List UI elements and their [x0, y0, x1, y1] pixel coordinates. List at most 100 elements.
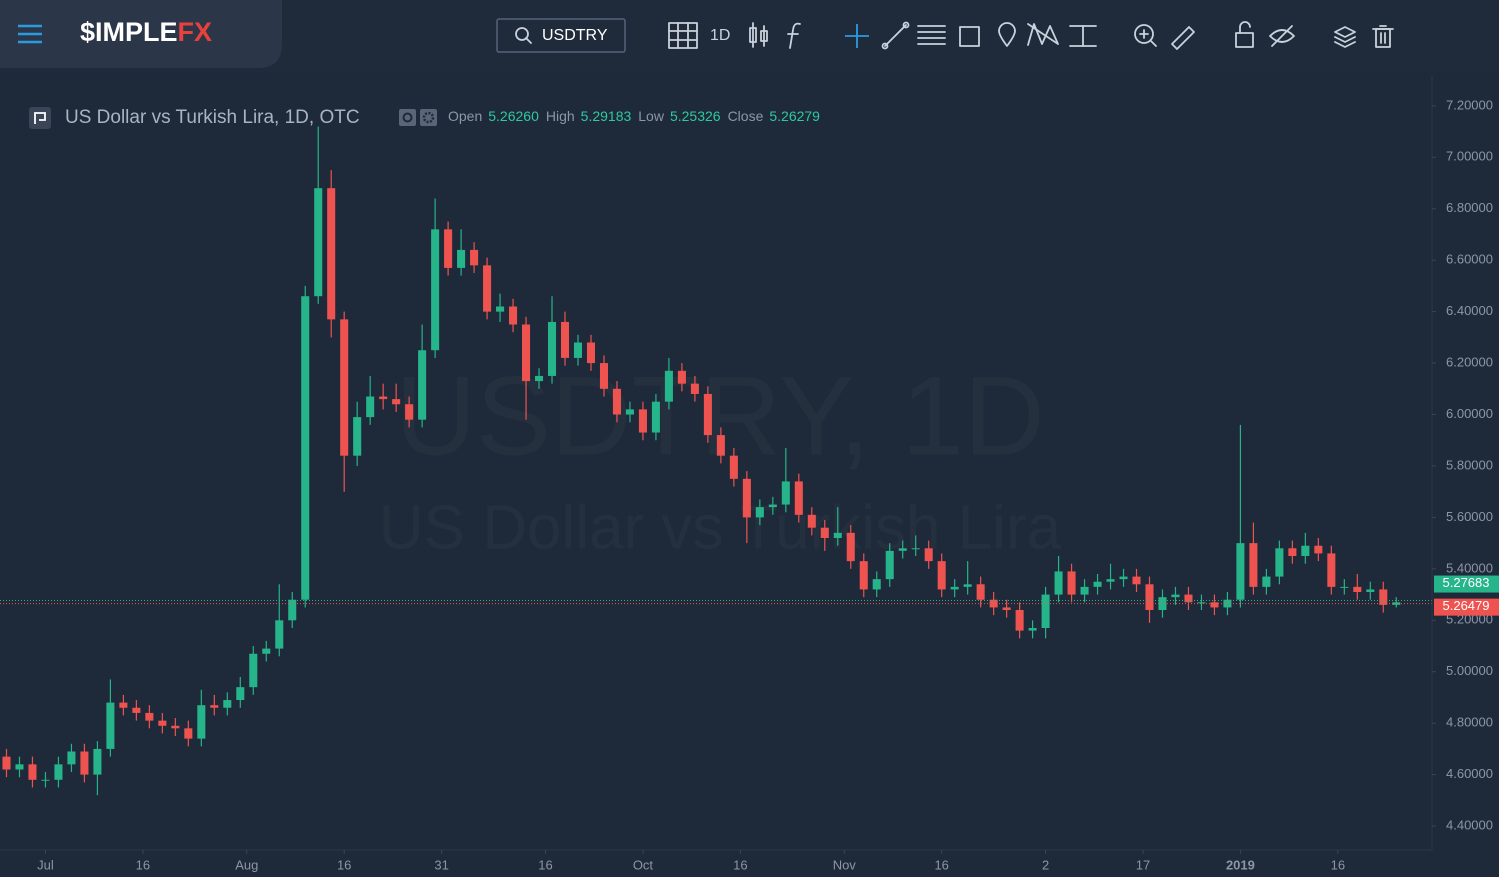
- candle-body: [132, 707, 141, 713]
- candle-body: [1041, 594, 1050, 629]
- logo[interactable]: $IMPLEFX: [80, 17, 212, 47]
- x-tick-label: 16: [733, 857, 747, 872]
- candle-body: [677, 370, 686, 384]
- candle-body: [1379, 589, 1388, 605]
- x-tick-label: 16: [136, 857, 150, 872]
- ohlc-value: 5.26260: [488, 108, 539, 124]
- candle-body: [379, 396, 388, 400]
- candle-body: [184, 728, 193, 739]
- candle-body: [716, 435, 725, 456]
- chart-title: US Dollar vs Turkish Lira, 1D, OTC: [65, 107, 360, 128]
- candle-body: [898, 548, 907, 551]
- x-tick-label: Oct: [633, 857, 654, 872]
- y-tick-label: 4.60000: [1446, 766, 1493, 781]
- indicators-button[interactable]: [787, 22, 801, 49]
- candle-body: [2, 756, 11, 770]
- candle-body: [586, 342, 596, 364]
- candle-body: [755, 507, 764, 518]
- y-tick-label: 6.20000: [1446, 355, 1493, 370]
- zoom-button[interactable]: [1134, 24, 1157, 47]
- chart-type-button[interactable]: [749, 22, 768, 48]
- candle-body: [768, 504, 777, 508]
- fib-button[interactable]: [917, 25, 946, 45]
- candle-body: [638, 409, 647, 433]
- marker-button[interactable]: [998, 22, 1016, 47]
- ohlc-legend: Open 5.26260 High 5.29183 Low 5.25326 Close 5.2…: [448, 108, 820, 124]
- candle-body: [1028, 628, 1037, 631]
- candle-body: [145, 712, 154, 721]
- menu-button[interactable]: [18, 24, 42, 44]
- candle-body: [106, 702, 115, 749]
- candle-body: [547, 321, 557, 376]
- candle-body: [807, 514, 816, 528]
- candle-body: [950, 586, 959, 590]
- candle-body: [1184, 594, 1193, 603]
- candle-body: [833, 532, 842, 538]
- candle-body: [197, 705, 206, 739]
- x-tick-label: Jul: [37, 857, 54, 872]
- ohlc-label: Open: [448, 108, 482, 124]
- layers-button[interactable]: [1334, 26, 1356, 48]
- candle-body: [963, 584, 972, 587]
- pattern-button[interactable]: [1027, 23, 1059, 46]
- measure-button[interactable]: [1069, 25, 1097, 47]
- candle-body: [496, 306, 505, 312]
- candle-body: [703, 393, 712, 436]
- chart-header: US Dollar vs Turkish Lira, 1D, OTC Open 5…: [29, 107, 820, 129]
- candle-body: [418, 350, 427, 420]
- x-tick-label: Nov: [833, 857, 857, 872]
- shape-button[interactable]: [959, 26, 980, 47]
- candle-body: [54, 764, 63, 780]
- candle-body: [1093, 581, 1102, 587]
- interval-button[interactable]: 1D: [710, 27, 730, 44]
- y-tick-label: 7.20000: [1446, 97, 1493, 112]
- candle-body: [275, 620, 284, 649]
- trendline-button[interactable]: [881, 21, 910, 50]
- x-tick-label: 17: [1136, 857, 1150, 872]
- visibility-button[interactable]: [399, 109, 416, 126]
- delete-button[interactable]: [1372, 25, 1394, 48]
- candle-body: [444, 229, 453, 268]
- ohlc-label: Close: [728, 108, 764, 124]
- x-tick-label: 2019: [1226, 857, 1255, 872]
- lock-button[interactable]: [1235, 21, 1254, 48]
- y-tick-label: 6.40000: [1446, 303, 1493, 318]
- symbol-search[interactable]: USDTRY: [496, 18, 626, 53]
- candle-body: [340, 319, 349, 456]
- candle-body: [483, 265, 492, 312]
- y-tick-label: 5.60000: [1446, 509, 1493, 524]
- x-tick-label: Aug: [235, 857, 258, 872]
- x-tick-label: 16: [1331, 857, 1345, 872]
- candle-body: [560, 321, 570, 358]
- candle-body: [509, 306, 518, 325]
- hide-button[interactable]: [1269, 25, 1295, 47]
- y-tick-label: 6.80000: [1446, 200, 1493, 215]
- candle-body: [1327, 553, 1336, 587]
- candle-body: [612, 388, 621, 415]
- settings-glyph: [422, 111, 435, 124]
- candle-body: [457, 249, 466, 268]
- candle-body: [1340, 586, 1349, 588]
- layout-button[interactable]: [668, 22, 698, 49]
- candle-body: [522, 324, 531, 382]
- candle-body: [742, 478, 751, 518]
- candle-body: [1366, 589, 1375, 593]
- candle-body: [1145, 584, 1154, 611]
- x-tick-label: 2: [1042, 857, 1049, 872]
- candle-body: [976, 584, 985, 600]
- candle-body: [1275, 548, 1284, 577]
- candle-body: [223, 700, 232, 708]
- candle-body: [651, 401, 660, 433]
- symbol-icon[interactable]: [29, 107, 51, 129]
- candle-body: [1210, 602, 1219, 608]
- crosshair-button[interactable]: [845, 24, 869, 48]
- ruler-button[interactable]: [1171, 26, 1195, 50]
- symbol-icon-glyph: [34, 112, 46, 124]
- candle-body: [1249, 543, 1258, 587]
- candle-body: [236, 687, 245, 701]
- candle-body: [1288, 548, 1297, 556]
- candle-body: [210, 705, 219, 708]
- settings-button[interactable]: [420, 109, 437, 126]
- candle-body: [1392, 602, 1401, 605]
